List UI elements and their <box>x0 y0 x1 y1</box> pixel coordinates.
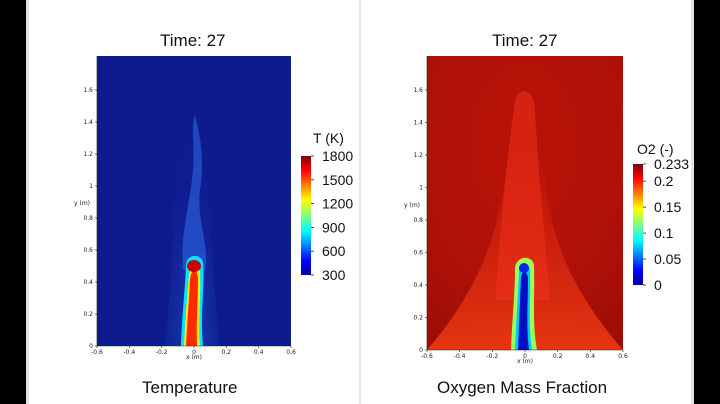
left-y-tick-label: 0.8 <box>83 215 93 222</box>
left-y-axis-label: y (m) <box>74 200 90 207</box>
temperature-flame-tip <box>187 260 201 272</box>
oxygen-colorbar-tick-label: 0 <box>654 277 662 293</box>
right-y-tick-label: 0.6 <box>413 250 423 257</box>
temperature-colorbar-tick-label: 1800 <box>322 148 353 164</box>
left-x-tick-label: -0.6 <box>91 349 103 356</box>
oxygen-colorbar-tick-label: 0.05 <box>654 251 681 267</box>
right-y-tick-label: 0.4 <box>413 282 423 289</box>
left-y-tick-label: 1.4 <box>83 119 93 126</box>
left-x-tick-label: 0.2 <box>222 349 232 356</box>
oxygen-colorbar-tick-label: 0.15 <box>654 199 681 215</box>
oxygen-flame-tip <box>519 263 529 273</box>
left-y-tick-label: 1.6 <box>83 87 93 94</box>
right-y-tick-label: 0.8 <box>413 217 423 224</box>
left-y-tick-label: 0.6 <box>83 247 93 254</box>
oxygen-colorbar-title: O2 (-) <box>637 141 674 157</box>
left-x-tick-label: -0.4 <box>123 349 135 356</box>
right-x-tick-label: 0.6 <box>618 353 628 360</box>
right-x-tick-label: -0.6 <box>421 353 433 360</box>
letterbox-left <box>0 0 26 404</box>
temperature-field <box>97 56 291 346</box>
right-y-tick-label: 1 <box>419 185 423 192</box>
temperature-colorbar-tick-label: 1200 <box>322 196 353 212</box>
temperature-colorbar-tick-label: 1500 <box>322 172 353 188</box>
temperature-colorbar-title: T (K) <box>313 130 344 146</box>
temperature-flame-core <box>186 270 198 346</box>
right-y-axis-label: y (m) <box>404 202 420 209</box>
frame-edge-left <box>26 0 29 404</box>
right-x-axis-label: x (m) <box>517 358 533 365</box>
temperature-plume-body <box>182 115 207 270</box>
temperature-caption: Temperature <box>142 378 238 397</box>
left-x-tick-label: -0.2 <box>156 349 168 356</box>
left-x-tick-label: 0 <box>192 349 196 356</box>
right-y-tick-label: 1.4 <box>413 120 423 127</box>
oxygen-colorbar-tick-label: 0.233 <box>654 156 689 172</box>
right-x-tick-label: 0.4 <box>586 353 596 360</box>
right-x-tick-label: -0.4 <box>454 353 466 360</box>
right-y-tick-label: 1.2 <box>413 152 423 159</box>
left-y-tick-label: 0.4 <box>83 279 93 286</box>
temperature-colorbar-tick-label: 300 <box>322 267 346 283</box>
left-x-tick-label: 0.6 <box>286 349 296 356</box>
left-y-tick-label: 1.2 <box>83 151 93 158</box>
left-y-tick-label: 0.2 <box>83 311 93 318</box>
temperature-colorbar-tick-label: 900 <box>322 219 346 235</box>
right-y-tick-label: 0.2 <box>413 315 423 322</box>
right-x-tick-label: 0.2 <box>553 353 563 360</box>
right-y-tick-label: 1.6 <box>413 87 423 94</box>
right-y-tick-label: 0 <box>419 347 423 354</box>
temperature-colorbar <box>301 156 311 275</box>
left-y-tick-label: 1 <box>89 183 93 190</box>
axis-ticks: 0 0.2 0.4 0.6 0.8 1 1.2 1.4 1.6 y (m) -0.6 -0.4 -0.2… <box>74 87 628 365</box>
left-x-axis-label: x (m) <box>186 354 202 361</box>
oxygen-plume <box>495 91 550 300</box>
oxygen-flame-core <box>518 272 529 350</box>
right-time-label: Time: 27 <box>492 31 558 50</box>
left-x-tick-label: 0.4 <box>254 349 264 356</box>
right-x-tick-label: 0 <box>523 353 527 360</box>
temperature-colorbar-tick-label: 600 <box>322 243 346 259</box>
left-time-label: Time: 27 <box>160 31 226 50</box>
oxygen-colorbar-tick-label: 0.2 <box>654 173 674 189</box>
oxygen-field <box>427 56 623 350</box>
oxygen-colorbar <box>633 164 643 285</box>
frame-edge-right <box>691 0 694 404</box>
right-x-tick-label: -0.2 <box>486 353 498 360</box>
panel-divider <box>359 0 361 404</box>
left-y-tick-label: 0 <box>89 343 93 350</box>
oxygen-colorbar-tick-label: 0.1 <box>654 225 674 241</box>
letterbox-right <box>694 0 720 404</box>
oxygen-caption: Oxygen Mass Fraction <box>437 378 608 397</box>
